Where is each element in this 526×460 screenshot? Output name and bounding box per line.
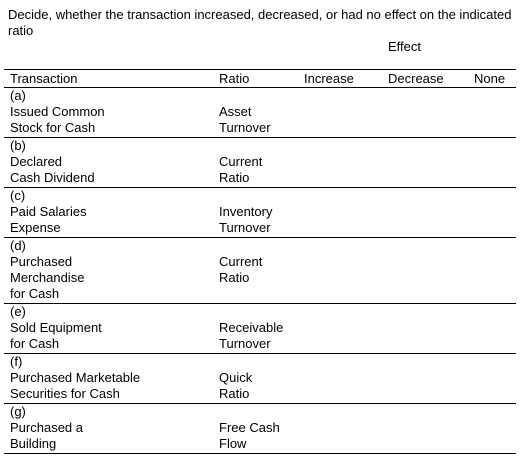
header-decrease: Decrease bbox=[388, 71, 444, 86]
ratio-text: Quick bbox=[219, 370, 253, 385]
header-transaction: Transaction bbox=[10, 71, 78, 86]
header-increase: Increase bbox=[304, 71, 354, 86]
transaction-cell: (c) Paid Salaries Expense bbox=[10, 188, 87, 236]
transaction-text: for Cash bbox=[10, 286, 60, 301]
ratio-spacer bbox=[219, 304, 283, 320]
table-body: (a) Issued Common Stock for Cash Asset Turno… bbox=[4, 88, 516, 454]
transaction-text: for Cash bbox=[10, 336, 60, 351]
table-header-row: Transaction Ratio Increase Decrease None bbox=[4, 69, 516, 88]
effect-group-header: Effect bbox=[388, 39, 422, 54]
row-letter: (d) bbox=[10, 238, 26, 253]
decrease-answer-cell[interactable] bbox=[388, 138, 448, 186]
ratio-spacer bbox=[219, 354, 252, 370]
ratio-text: Ratio bbox=[219, 386, 250, 401]
decrease-answer-cell[interactable] bbox=[388, 354, 448, 402]
header-ratio: Ratio bbox=[219, 71, 250, 86]
ratio-spacer bbox=[219, 188, 272, 204]
ratio-text: Turnover bbox=[219, 336, 271, 351]
transaction-text: Purchased Marketable bbox=[10, 370, 141, 385]
increase-answer-cell[interactable] bbox=[304, 188, 364, 236]
decrease-answer-cell[interactable] bbox=[388, 88, 448, 136]
increase-answer-cell[interactable] bbox=[304, 88, 364, 136]
transaction-cell: (g) Purchased a Building bbox=[10, 404, 83, 452]
transaction-text: Purchased bbox=[10, 254, 73, 269]
ratio-text: Inventory bbox=[219, 204, 273, 219]
table-row: (g) Purchased a Building Free Cash Flow bbox=[4, 404, 516, 454]
transaction-cell: (f) Purchased Marketable Securities for Ca… bbox=[10, 354, 140, 402]
transaction-text: Expense bbox=[10, 220, 61, 235]
ratio-text: Current bbox=[219, 254, 263, 269]
none-answer-cell[interactable] bbox=[474, 304, 526, 352]
decrease-answer-cell[interactable] bbox=[388, 304, 448, 352]
instructions-text: Decide, whether the transaction increase… bbox=[8, 7, 512, 38]
decrease-answer-cell[interactable] bbox=[388, 238, 448, 302]
transaction-cell: (e) Sold Equipment for Cash bbox=[10, 304, 102, 352]
none-answer-cell[interactable] bbox=[474, 188, 526, 236]
none-answer-cell[interactable] bbox=[474, 88, 526, 136]
ratio-text: Receivable bbox=[219, 320, 284, 335]
ratio-spacer bbox=[219, 238, 262, 254]
ratio-text: Turnover bbox=[219, 120, 271, 135]
ratio-text: Free Cash bbox=[219, 420, 280, 435]
increase-answer-cell[interactable] bbox=[304, 404, 364, 452]
ratio-text: Turnover bbox=[219, 220, 271, 235]
header-none: None bbox=[474, 71, 506, 86]
ratio-effect-table: Transaction Ratio Increase Decrease None… bbox=[4, 69, 516, 454]
table-row: (a) Issued Common Stock for Cash Asset Turno… bbox=[4, 88, 516, 138]
none-answer-cell[interactable] bbox=[474, 404, 526, 452]
ratio-cell: Receivable Turnover bbox=[219, 304, 283, 352]
transaction-cell: (b) Declared Cash Dividend bbox=[10, 138, 95, 186]
row-letter: (f) bbox=[10, 354, 23, 369]
transaction-text: Purchased a bbox=[10, 420, 83, 435]
transaction-text: Stock for Cash bbox=[10, 120, 96, 135]
transaction-text: Building bbox=[10, 436, 57, 451]
row-letter: (b) bbox=[10, 138, 26, 153]
ratio-cell: Current Ratio bbox=[219, 238, 262, 286]
ratio-cell: Current Ratio bbox=[219, 138, 262, 186]
transaction-text: Merchandise bbox=[10, 270, 85, 285]
increase-answer-cell[interactable] bbox=[304, 138, 364, 186]
increase-answer-cell[interactable] bbox=[304, 354, 364, 402]
none-answer-cell[interactable] bbox=[474, 354, 526, 402]
ratio-text: Asset bbox=[219, 104, 252, 119]
table-row: (b) Declared Cash Dividend Current Ratio bbox=[4, 138, 516, 188]
ratio-cell: Inventory Turnover bbox=[219, 188, 272, 236]
table-row: (d) Purchased Merchandise for Cash Current Ra… bbox=[4, 238, 516, 304]
transaction-text: Sold Equipment bbox=[10, 320, 102, 335]
row-letter: (a) bbox=[10, 88, 26, 103]
decrease-answer-cell[interactable] bbox=[388, 188, 448, 236]
table-row: (c) Paid Salaries Expense Inventory Turnover bbox=[4, 188, 516, 238]
none-answer-cell[interactable] bbox=[474, 238, 526, 302]
increase-answer-cell[interactable] bbox=[304, 238, 364, 302]
transaction-text: Issued Common bbox=[10, 104, 105, 119]
ratio-spacer bbox=[219, 88, 271, 104]
ratio-text: Ratio bbox=[219, 270, 250, 285]
row-letter: (c) bbox=[10, 188, 26, 203]
transaction-cell: (d) Purchased Merchandise for Cash bbox=[10, 238, 84, 302]
ratio-cell: Asset Turnover bbox=[219, 88, 271, 136]
transaction-cell: (a) Issued Common Stock for Cash bbox=[10, 88, 105, 136]
ratio-cell: Free Cash Flow bbox=[219, 404, 280, 452]
transaction-text: Cash Dividend bbox=[10, 170, 95, 185]
decrease-answer-cell[interactable] bbox=[388, 404, 448, 452]
table-row: (f) Purchased Marketable Securities for Ca… bbox=[4, 354, 516, 404]
ratio-spacer bbox=[219, 138, 262, 154]
increase-answer-cell[interactable] bbox=[304, 304, 364, 352]
row-letter: (g) bbox=[10, 404, 26, 419]
transaction-text: Paid Salaries bbox=[10, 204, 87, 219]
none-answer-cell[interactable] bbox=[474, 138, 526, 186]
transaction-text: Securities for Cash bbox=[10, 386, 120, 401]
table-row: (e) Sold Equipment for Cash Receivable Turno… bbox=[4, 304, 516, 354]
ratio-text: Ratio bbox=[219, 170, 250, 185]
row-letter: (e) bbox=[10, 304, 26, 319]
ratio-text: Current bbox=[219, 154, 263, 169]
ratio-cell: Quick Ratio bbox=[219, 354, 252, 402]
ratio-spacer bbox=[219, 404, 280, 420]
transaction-text: Declared bbox=[10, 154, 63, 169]
ratio-text: Flow bbox=[219, 436, 247, 451]
